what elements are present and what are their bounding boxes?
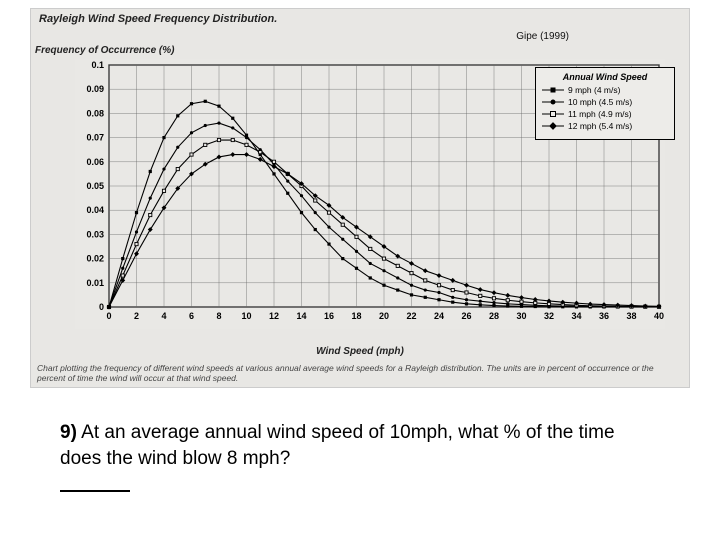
svg-text:0.05: 0.05 [86,181,104,191]
svg-text:18: 18 [351,311,361,321]
svg-text:20: 20 [379,311,389,321]
chart-caption: Chart plotting the frequency of differen… [37,363,683,383]
answer-blank [60,490,130,492]
svg-text:0.01: 0.01 [86,278,104,288]
svg-text:12: 12 [269,311,279,321]
question-text: 9) At an average annual wind speed of 10… [60,420,660,471]
svg-text:6: 6 [189,311,194,321]
legend-item: 10 mph (4.5 m/s) [542,97,668,107]
y-axis-label: Frequency of Occurrence (%) [35,45,174,56]
svg-text:8: 8 [216,311,221,321]
legend-item: 12 mph (5.4 m/s) [542,121,668,131]
svg-text:0.04: 0.04 [86,205,104,215]
chart-figure: Rayleigh Wind Speed Frequency Distributi… [30,8,690,388]
svg-text:16: 16 [324,311,334,321]
svg-text:0.06: 0.06 [86,157,104,167]
chart-citation: Gipe (1999) [516,31,569,42]
legend: Annual Wind Speed 9 mph (4 m/s) 10 mph (4… [535,67,675,140]
svg-text:22: 22 [406,311,416,321]
svg-text:2: 2 [134,311,139,321]
svg-text:0.09: 0.09 [86,84,104,94]
legend-item-label: 12 mph (5.4 m/s) [568,121,632,131]
svg-text:34: 34 [571,311,581,321]
legend-item: 11 mph (4.9 m/s) [542,109,668,119]
question-body: At an average annual wind speed of 10mph… [60,422,615,469]
legend-item: 9 mph (4 m/s) [542,85,668,95]
svg-text:32: 32 [544,311,554,321]
svg-text:4: 4 [161,311,166,321]
x-axis-label: Wind Speed (mph) [31,346,689,357]
legend-title: Annual Wind Speed [542,72,668,82]
legend-item-label: 10 mph (4.5 m/s) [568,97,632,107]
legend-item-label: 9 mph (4 m/s) [568,85,620,95]
svg-text:0.07: 0.07 [86,133,104,143]
page-root: { "chart": { "type": "line", "title": "R… [0,0,720,540]
svg-text:0.08: 0.08 [86,108,104,118]
svg-text:0.03: 0.03 [86,229,104,239]
svg-text:0: 0 [106,311,111,321]
svg-text:40: 40 [654,311,664,321]
svg-text:28: 28 [489,311,499,321]
svg-text:26: 26 [461,311,471,321]
svg-text:0.02: 0.02 [86,254,104,264]
svg-text:14: 14 [296,311,306,321]
question-number: 9) [60,422,77,443]
svg-text:38: 38 [626,311,636,321]
svg-text:24: 24 [434,311,444,321]
svg-text:36: 36 [599,311,609,321]
chart-title: Rayleigh Wind Speed Frequency Distributi… [39,13,277,25]
svg-text:10: 10 [241,311,251,321]
legend-item-label: 11 mph (4.9 m/s) [568,109,632,119]
svg-text:0.1: 0.1 [91,60,104,70]
svg-text:0: 0 [99,302,104,312]
svg-text:30: 30 [516,311,526,321]
